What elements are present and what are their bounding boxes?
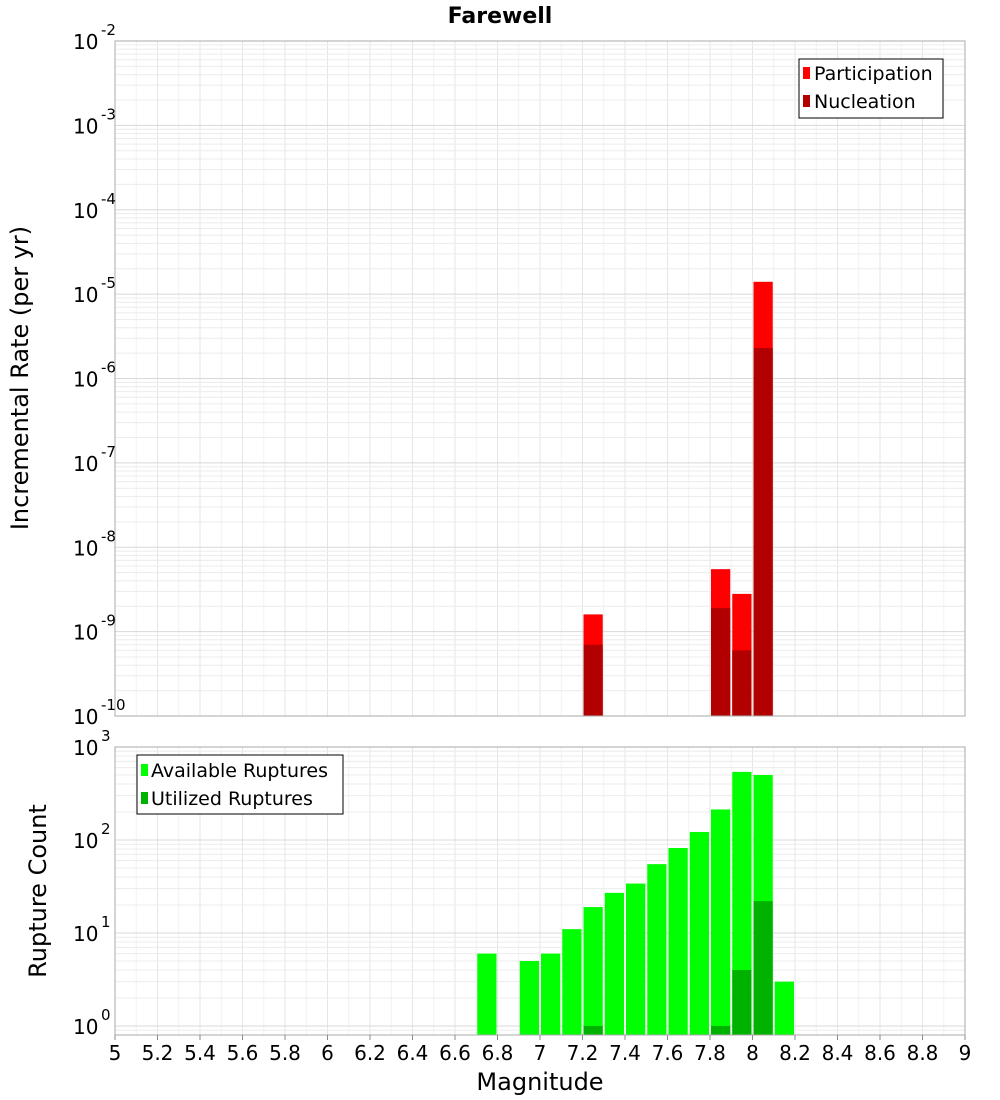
x-ticks: 5 5.2 5.4 5.6 5.8 6 6.2 6.4 6.6 6.8 7 7.2 7.4 7.6 7.8 8…	[109, 1035, 972, 1065]
bar-utilized-ruptures	[753, 901, 773, 1035]
x-tick-label: 8.8	[907, 1041, 939, 1065]
x-tick-label: 7.8	[694, 1041, 726, 1065]
y-tick-exponent: 3	[101, 727, 111, 745]
rate-y-axis-label: Incremental Rate (per yr)	[6, 226, 34, 530]
bar-available-ruptures	[774, 981, 794, 1035]
legend-label-participation: Participation	[814, 63, 933, 85]
x-tick-label: 6.2	[354, 1041, 386, 1065]
y-tick-exponent: -8	[101, 527, 116, 545]
x-tick-label: 8.4	[822, 1041, 854, 1065]
legend-swatch-available	[141, 764, 148, 776]
y-tick-exponent: -5	[101, 274, 116, 292]
x-tick-label: 7.6	[652, 1041, 684, 1065]
count-legend: Available Ruptures Utilized Ruptures	[136, 754, 344, 815]
bar-available-ruptures	[562, 929, 582, 1035]
x-axis-label: Magnitude	[476, 1068, 603, 1096]
rate-legend-box	[798, 58, 944, 119]
y-tick-exponent: 1	[101, 913, 111, 931]
x-tick-label: 9	[959, 1041, 972, 1065]
x-tick-label: 6	[321, 1041, 334, 1065]
x-tick-label: 7.4	[609, 1041, 641, 1065]
legend-label-available: Available Ruptures	[151, 760, 328, 782]
x-tick-label: 5.2	[142, 1041, 174, 1065]
legend-swatch-participation	[803, 67, 810, 79]
y-tick-label: 10	[73, 705, 98, 729]
rate-plot-grid	[115, 41, 965, 716]
y-tick-exponent: -3	[101, 105, 116, 123]
bar-available-ruptures	[711, 809, 731, 1035]
y-tick-exponent: -10	[101, 696, 126, 714]
bar-nucleation	[753, 347, 773, 716]
bar-nucleation	[583, 644, 603, 716]
bar-available-ruptures	[604, 892, 624, 1035]
count-plot-bars	[477, 771, 794, 1035]
y-tick-label: 10	[73, 30, 98, 54]
y-tick-label: 10	[73, 736, 98, 760]
x-tick-label: 6.4	[397, 1041, 429, 1065]
y-tick-label: 10	[73, 114, 98, 138]
rate-plot-bars	[583, 281, 773, 716]
x-tick-label: 8.6	[864, 1041, 896, 1065]
y-tick-label: 10	[73, 199, 98, 223]
bar-utilized-ruptures	[711, 1025, 731, 1035]
count-legend-box	[136, 754, 344, 815]
chart-title: Farewell	[448, 4, 553, 29]
y-tick-exponent: -7	[101, 443, 116, 461]
rate-plot-frame	[114, 40, 966, 717]
bar-utilized-ruptures	[583, 1025, 603, 1035]
y-tick-label: 10	[73, 283, 98, 307]
x-tick-label: 7	[534, 1041, 547, 1065]
y-tick-exponent: -9	[101, 612, 116, 630]
y-tick-label: 10	[73, 452, 98, 476]
legend-label-nucleation: Nucleation	[814, 91, 916, 113]
y-tick-exponent: -4	[101, 190, 116, 208]
bar-available-ruptures	[647, 864, 667, 1035]
bar-available-ruptures	[541, 953, 561, 1035]
x-tick-label: 5	[109, 1041, 122, 1065]
y-tick-label: 10	[73, 536, 98, 560]
y-tick-exponent: 0	[101, 1006, 111, 1024]
y-tick-label: 10	[73, 922, 98, 946]
x-tick-label: 7.2	[567, 1041, 599, 1065]
y-tick-exponent: 2	[101, 820, 111, 838]
legend-swatch-utilized	[141, 792, 148, 804]
bar-available-ruptures	[583, 907, 603, 1035]
y-tick-exponent: -2	[101, 21, 116, 39]
bar-available-ruptures	[689, 831, 709, 1035]
bar-nucleation	[732, 650, 752, 716]
x-tick-label: 5.4	[184, 1041, 216, 1065]
bar-available-ruptures	[477, 953, 497, 1035]
bar-available-ruptures	[519, 960, 539, 1035]
x-tick-label: 8.2	[779, 1041, 811, 1065]
x-tick-label: 5.8	[269, 1041, 301, 1065]
y-tick-exponent: -6	[101, 359, 116, 377]
legend-label-utilized: Utilized Ruptures	[151, 788, 313, 810]
bar-available-ruptures	[668, 848, 688, 1035]
y-tick-label: 10	[73, 829, 98, 853]
bar-available-ruptures	[626, 883, 646, 1035]
x-tick-label: 6.8	[482, 1041, 514, 1065]
x-tick-label: 6.6	[439, 1041, 471, 1065]
x-tick-label: 5.6	[227, 1041, 259, 1065]
y-tick-label: 10	[73, 1015, 98, 1039]
x-tick-label: 8	[746, 1041, 759, 1065]
count-y-axis-label: Rupture Count	[24, 804, 52, 978]
bar-nucleation	[711, 608, 731, 716]
legend-swatch-nucleation	[803, 95, 810, 107]
y-tick-label: 10	[73, 368, 98, 392]
y-tick-label: 10	[73, 621, 98, 645]
bar-utilized-ruptures	[732, 969, 752, 1035]
rate-legend: Participation Nucleation	[798, 58, 944, 119]
bar-available-ruptures	[732, 771, 752, 1035]
